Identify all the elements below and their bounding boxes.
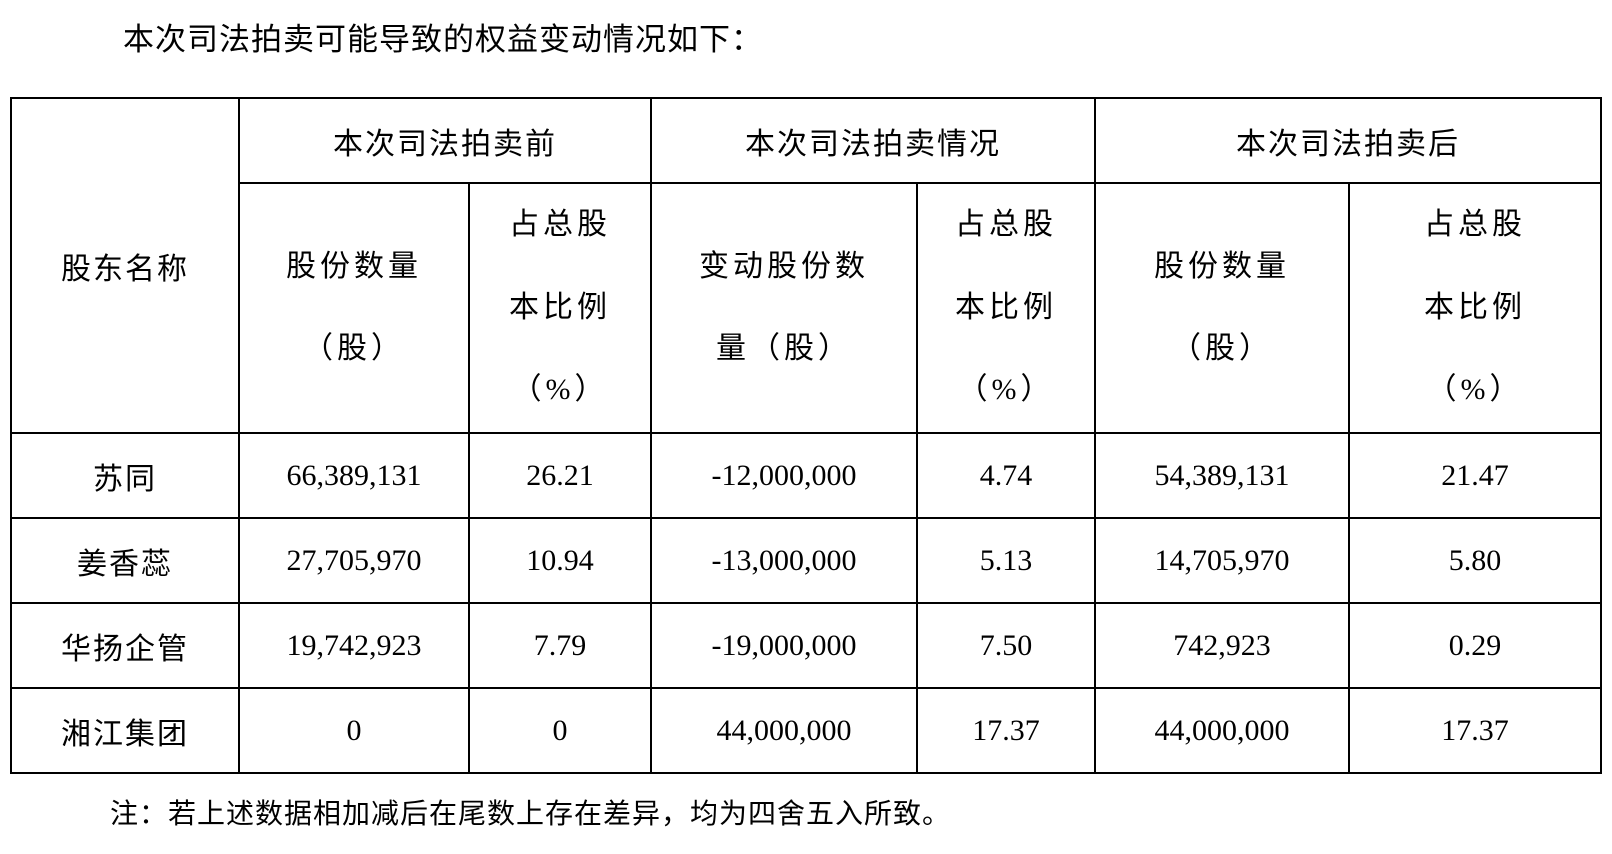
table-cell: 742,923: [1094, 602, 1350, 689]
table-cell: 10.94: [468, 517, 652, 604]
table-cell: 27,705,970: [238, 517, 470, 604]
shareholder-name: 姜香蕊: [10, 517, 240, 604]
table-cell: 5.13: [916, 517, 1096, 604]
table-cell: 7.50: [916, 602, 1096, 689]
table-cell: 17.37: [1348, 687, 1602, 774]
table-cell: 54,389,131: [1094, 432, 1350, 519]
table-cell: 5.80: [1348, 517, 1602, 604]
table-subheader-row: 股份数量 （股） 占总股 本比例 （%） 变动股份数 量（股） 占总股 本比例 …: [11, 182, 1602, 434]
table-cell: 7.79: [468, 602, 652, 689]
table-header-group-row: 股东名称 本次司法拍卖前 本次司法拍卖情况 本次司法拍卖后: [10, 97, 1602, 434]
shareholder-name: 华扬企管: [10, 602, 240, 689]
table-cell: 21.47: [1348, 432, 1602, 519]
col-header-shareholder-name: 股东名称: [10, 97, 240, 434]
group-header-before-auction: 本次司法拍卖前: [238, 97, 652, 184]
table-cell: 19,742,923: [238, 602, 470, 689]
table-row: 华扬企管 19,742,923 7.79 -19,000,000 7.50 74…: [10, 602, 1602, 689]
group-header-after-auction: 本次司法拍卖后: [1094, 97, 1602, 184]
table-cell: 0: [238, 687, 470, 774]
table-cell: 0: [468, 687, 652, 774]
shareholder-name: 苏同: [10, 432, 240, 519]
subheader-ratio-before: 占总股 本比例 （%）: [468, 182, 652, 434]
table-cell: -13,000,000: [650, 517, 918, 604]
shareholder-name: 湘江集团: [10, 687, 240, 774]
table-cell: -19,000,000: [650, 602, 918, 689]
table-cell: 26.21: [468, 432, 652, 519]
footnote: 注：若上述数据相加减后在尾数上存在差异，均为四舍五入所致。: [110, 799, 952, 830]
subheader-shares-after: 股份数量 （股）: [1094, 182, 1350, 434]
intro-text: 本次司法拍卖可能导致的权益变动情况如下：: [123, 22, 763, 57]
subheader-ratio-change: 占总股 本比例 （%）: [916, 182, 1096, 434]
table-cell: 44,000,000: [1094, 687, 1350, 774]
table-cell: 17.37: [916, 687, 1096, 774]
table-row: 苏同 66,389,131 26.21 -12,000,000 4.74 54,…: [10, 432, 1602, 519]
subheader-shares-before: 股份数量 （股）: [238, 182, 470, 434]
table-cell: 4.74: [916, 432, 1096, 519]
subheader-shares-change: 变动股份数 量（股）: [650, 182, 918, 434]
table-cell: 14,705,970: [1094, 517, 1350, 604]
group-header-auction-situation: 本次司法拍卖情况: [650, 97, 1096, 184]
table-row: 姜香蕊 27,705,970 10.94 -13,000,000 5.13 14…: [10, 517, 1602, 604]
table-row: 湘江集团 0 0 44,000,000 17.37 44,000,000 17.…: [10, 687, 1602, 774]
subheader-ratio-after: 占总股 本比例 （%）: [1348, 182, 1602, 434]
table-cell: 44,000,000: [650, 687, 918, 774]
table-cell: 66,389,131: [238, 432, 470, 519]
equity-change-table: 股东名称 本次司法拍卖前 本次司法拍卖情况 本次司法拍卖后 股份数量 （股） 占…: [10, 97, 1602, 774]
table-cell: -12,000,000: [650, 432, 918, 519]
table-cell: 0.29: [1348, 602, 1602, 689]
